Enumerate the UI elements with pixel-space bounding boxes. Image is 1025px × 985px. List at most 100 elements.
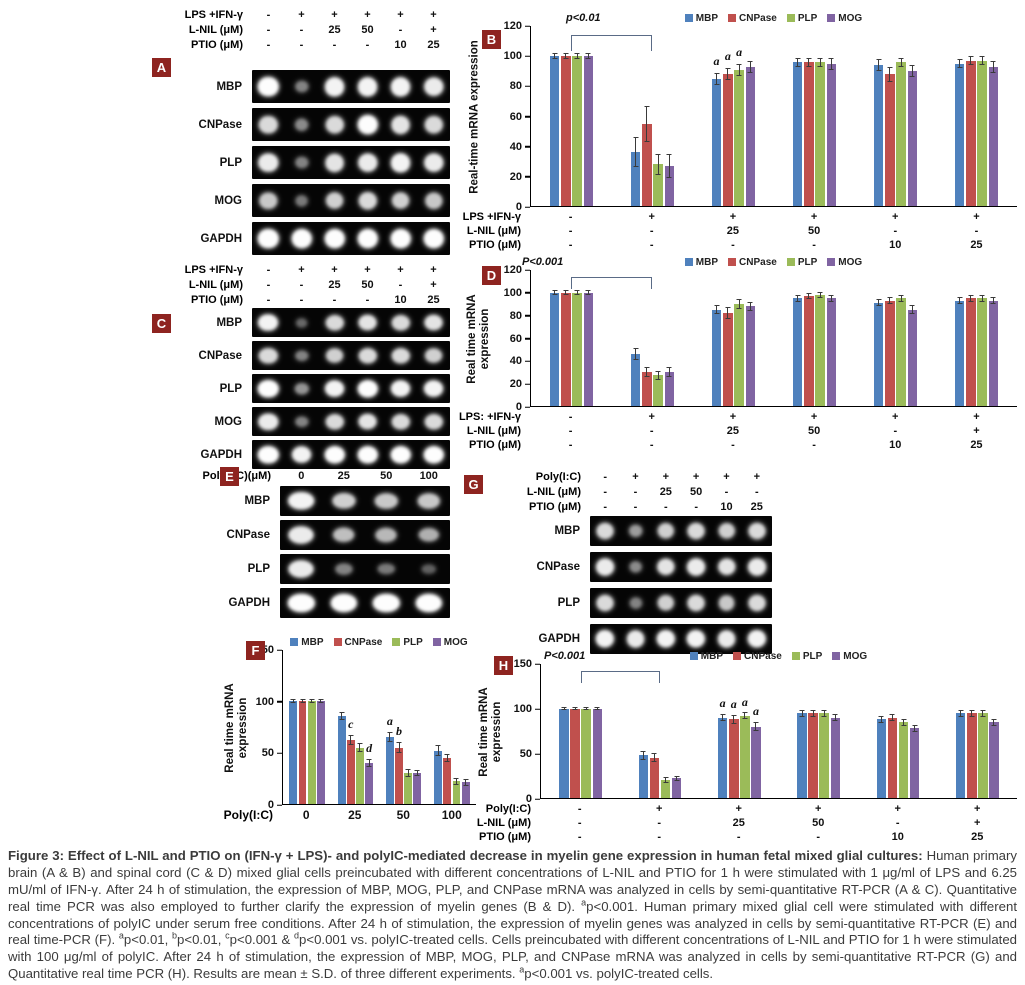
treatment-value: 25 (970, 439, 983, 451)
bar-slot (876, 664, 887, 798)
bar-slot (739, 664, 750, 798)
treatment-value: 25 (971, 831, 984, 843)
sig-letter: d (366, 740, 373, 755)
treatment-value: - (568, 411, 573, 423)
gel-band (332, 527, 355, 543)
treatment-value: - (694, 500, 698, 513)
treatment-value: + (397, 263, 404, 276)
error-bar (348, 735, 354, 746)
gel-band (423, 445, 444, 464)
bar-mog (988, 66, 999, 206)
bar-cnpase (722, 313, 733, 406)
legend-item-cnpase: CNPase (733, 651, 782, 662)
treatment-value: + (753, 470, 761, 483)
error-bar (563, 290, 569, 295)
treatment-value: + (648, 411, 655, 423)
treatment-value: + (648, 211, 655, 223)
treatment-value: - (816, 831, 821, 843)
bar-group (858, 664, 937, 798)
gel-lane-box (252, 222, 450, 255)
treatment-row: L-NIL (μM) - - 25 50 - + (138, 277, 450, 292)
error-bar (633, 137, 638, 167)
legend-item-mbp: MBP (689, 651, 723, 662)
bar-slot (826, 270, 837, 406)
error-bar (339, 711, 345, 720)
treatment-row: Poly(I:C) - + + + + + (478, 802, 1017, 816)
legend-item-cnpase: CNPase (333, 637, 382, 648)
y-tick-label: 60 (509, 332, 522, 345)
legend-swatch-mog (832, 652, 841, 660)
treatment-row-label: L-NIL (μM) (188, 23, 243, 36)
gel-band (391, 347, 410, 364)
error-bar (674, 775, 680, 782)
legend-swatch-mbp (290, 638, 299, 646)
treatment-value: - (895, 817, 900, 829)
bar-slot (884, 270, 895, 406)
bar-mbp (873, 302, 884, 406)
error-bar (444, 753, 450, 762)
legend-swatch-cnpase (333, 638, 342, 646)
gel-band (294, 156, 309, 169)
bar-slot (815, 26, 826, 206)
bar-mbp (876, 719, 887, 798)
treatment-value: - (577, 803, 582, 815)
bar-plp (653, 164, 664, 206)
chart-legend: MBP CNPase PLP MOG (282, 634, 476, 650)
y-tick-label: 20 (509, 378, 522, 391)
error-bar (747, 60, 753, 73)
error-bar (806, 292, 812, 300)
treatment-value: + (364, 263, 371, 276)
legend-swatch-mog (827, 258, 836, 266)
gel-band (626, 630, 645, 648)
treatment-row-label: PTIO (μM) (469, 439, 521, 451)
gel-lane-box (252, 374, 450, 403)
gel-band (595, 630, 615, 648)
y-axis-title-text: Real time mRNA expression (477, 686, 503, 777)
treatment-value: 25 (659, 485, 672, 498)
gel-lane-box (252, 70, 450, 103)
panel-label-c: C (152, 314, 171, 333)
gel-band (391, 314, 410, 331)
legend-item-mbp: MBP (684, 257, 718, 268)
bar-slot (560, 270, 571, 406)
gel-band (358, 314, 377, 331)
treatment-value: 25 (732, 817, 745, 829)
bar-cnpase (803, 62, 814, 206)
treatment-value: 50 (807, 225, 821, 237)
bar-cnpase (649, 757, 660, 798)
gel-band (390, 380, 411, 397)
y-tick-label: 100 (503, 50, 522, 63)
bar-slot (988, 270, 999, 406)
treatment-value: 25 (328, 278, 341, 291)
gel-row-label: MBP (244, 495, 270, 507)
y-axis-title: Real time mRNA expression (466, 270, 492, 407)
bar-mog (671, 778, 682, 798)
gel-band (259, 115, 278, 134)
treatment-value: - (266, 278, 271, 291)
gel-band (424, 314, 443, 331)
bar-slot (641, 26, 652, 206)
gel-band (424, 413, 443, 430)
error-bar (435, 745, 441, 756)
x-axis-treatments: Poly(I:C) - + + + + + L-NIL (μM) - -25 50- + PTIO (μ… (477, 799, 1017, 844)
treatment-value: 25 (970, 239, 983, 251)
bar-mog (751, 726, 761, 798)
legend-swatch-plp (786, 14, 795, 22)
treatment-row-label: L-NIL (μM) (188, 278, 243, 291)
legend-swatch-cnpase (728, 14, 737, 22)
bar-cnpase (641, 372, 652, 406)
gel-lane-box (280, 554, 450, 584)
gel-c-treatment-header: LPS +IFN-γ - + + + + + L-NIL (μM) - -25 50- + PTIO (… (138, 262, 450, 307)
bar-plp (896, 298, 907, 406)
y-tick-mark (277, 752, 282, 755)
error-bar (714, 72, 719, 85)
treatment-value: - (398, 23, 403, 36)
y-tick-mark (525, 360, 530, 363)
error-bar (828, 294, 834, 302)
error-bar (585, 53, 591, 59)
gel-band (357, 379, 378, 398)
gel-band (596, 595, 614, 611)
bar-mog (583, 292, 594, 406)
